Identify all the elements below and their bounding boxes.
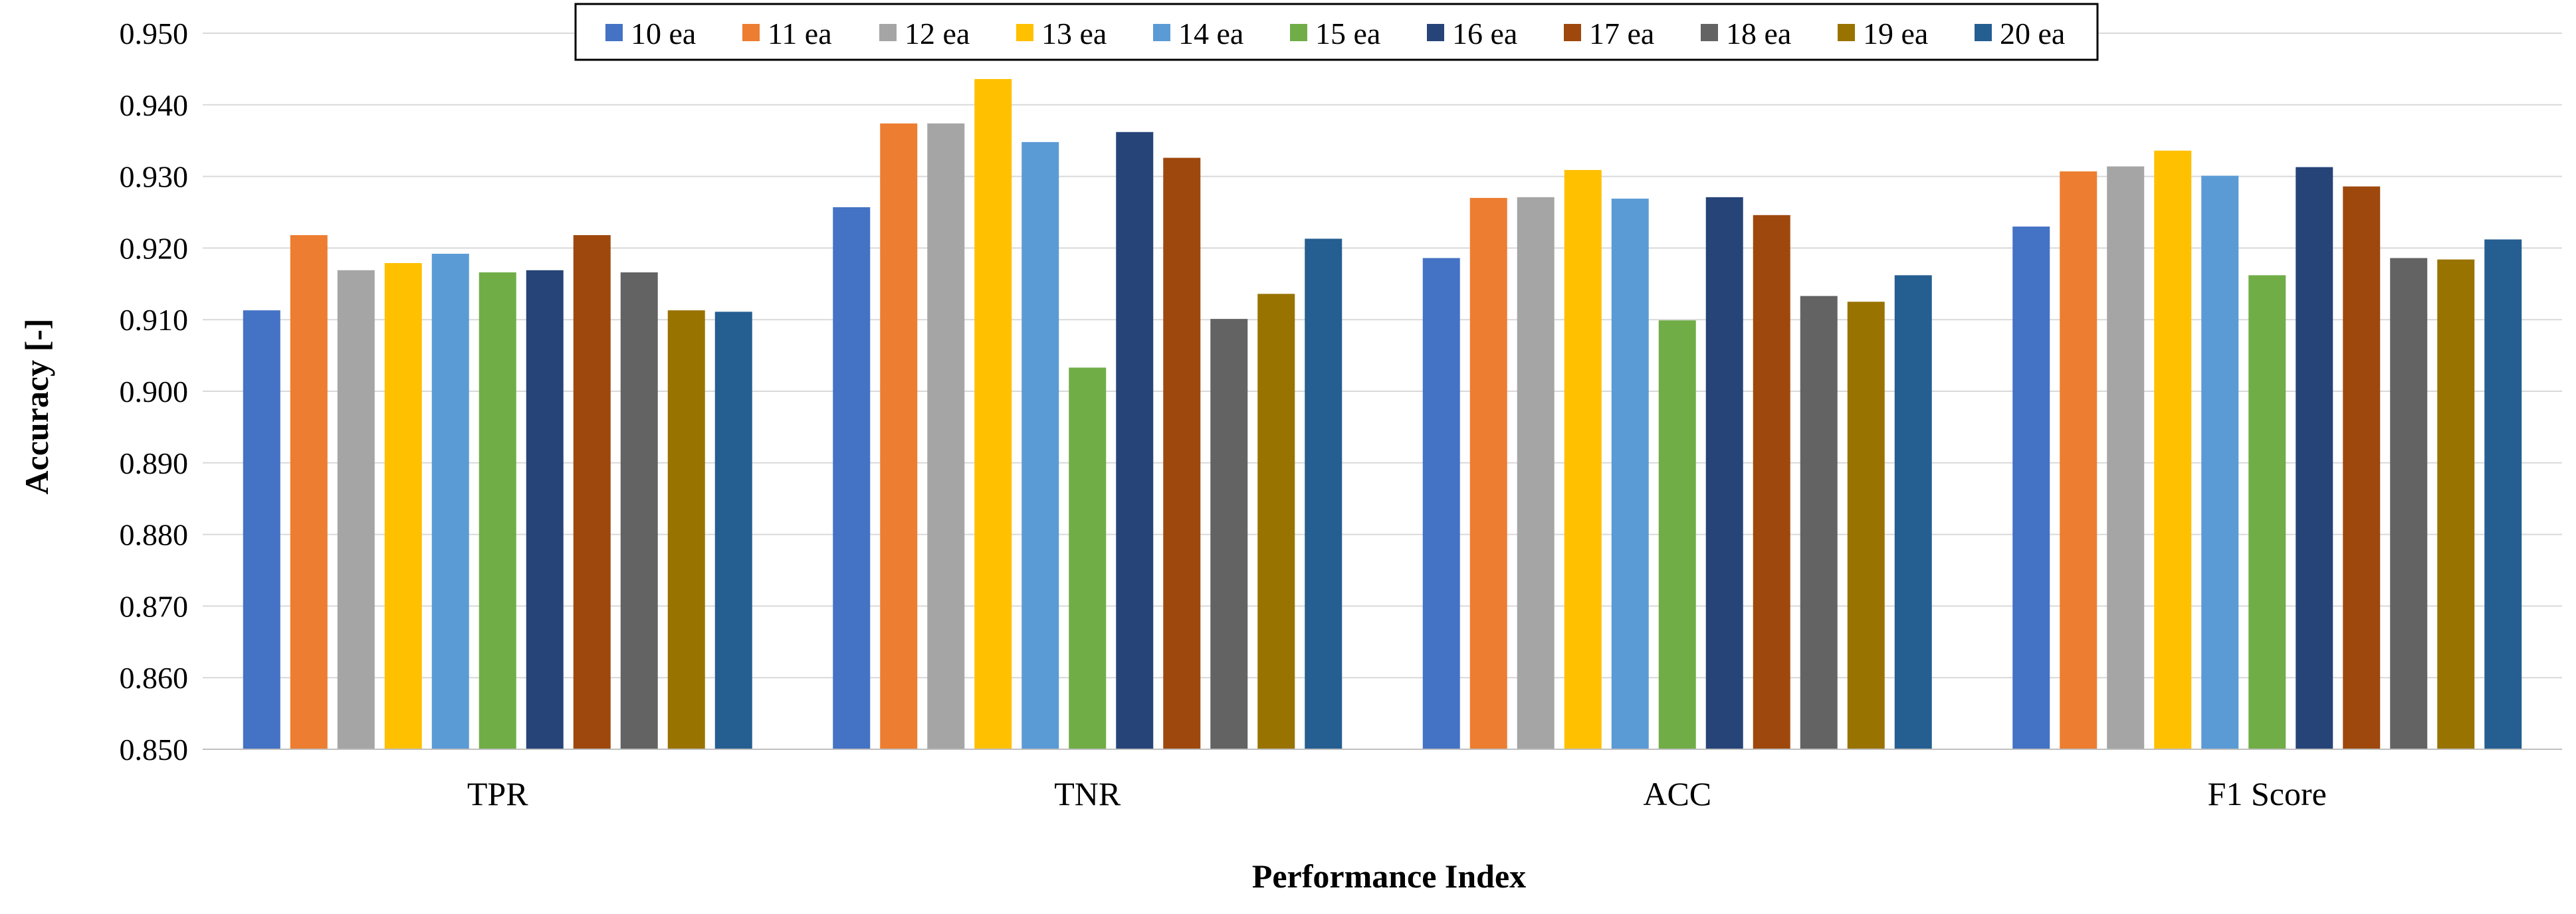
y-tick-label: 0.860 <box>120 661 189 695</box>
legend-label: 17 ea <box>1589 17 1654 50</box>
legend-label: 19 ea <box>1863 17 1928 50</box>
bar <box>384 263 422 750</box>
bar <box>2343 186 2381 749</box>
bar <box>833 207 871 750</box>
legend-swatch <box>1290 24 1307 41</box>
bar <box>2107 166 2145 749</box>
legend-swatch <box>605 24 623 41</box>
bar <box>1611 199 1649 749</box>
y-tick-label: 0.950 <box>120 17 189 50</box>
bar <box>243 310 280 749</box>
bar <box>1116 132 1154 750</box>
bar <box>479 272 516 749</box>
bar <box>1658 320 1696 749</box>
axes: 0.850 0.860 0.870 0.880 0.890 0.900 0.910 0.920… <box>120 17 2562 812</box>
y-tick-label: 0.850 <box>120 733 189 767</box>
bar <box>2484 239 2522 749</box>
bar <box>667 310 705 749</box>
bar <box>1305 238 1342 749</box>
bar <box>1469 197 1507 749</box>
x-axis-title: Performance Index <box>1252 858 1526 895</box>
x-tick-label: TPR <box>467 775 528 812</box>
bar <box>2390 258 2428 749</box>
legend-swatch <box>1427 24 1444 41</box>
bar <box>1163 157 1201 749</box>
x-tick-label: F1 Score <box>2208 775 2327 812</box>
legend-label: 15 ea <box>1315 17 1380 50</box>
bar <box>1021 141 1059 749</box>
bar <box>1847 302 1885 749</box>
y-tick-label: 0.870 <box>120 589 189 623</box>
bar <box>337 270 375 749</box>
bar <box>620 272 658 749</box>
bar <box>290 234 328 750</box>
bar <box>1422 258 1460 749</box>
legend-swatch <box>1564 24 1581 41</box>
y-tick-label: 0.890 <box>120 446 189 480</box>
y-tick-label: 0.880 <box>120 518 189 552</box>
x-tick-label: ACC <box>1643 775 1711 812</box>
bar <box>1894 275 1932 749</box>
legend: 10 ea 11 ea 12 ea 13 ea 14 ea 15 ea 16 ea 17 ea… <box>574 3 2099 61</box>
bar <box>714 312 752 749</box>
legend-swatch <box>1153 24 1170 41</box>
bar <box>2201 175 2239 750</box>
legend-label: 16 ea <box>1452 17 1517 50</box>
bar <box>2012 227 2050 749</box>
y-tick-label: 0.910 <box>120 303 189 337</box>
bar <box>2154 150 2192 750</box>
bar <box>880 123 918 749</box>
legend-label: 10 ea <box>631 17 696 50</box>
bar <box>2060 171 2097 750</box>
legend-swatch <box>1016 24 1033 41</box>
bar <box>2296 167 2333 749</box>
y-tick-label: 0.920 <box>120 231 189 265</box>
bar <box>1210 319 1248 749</box>
bars <box>243 78 2522 750</box>
bar <box>2437 259 2475 749</box>
y-axis-title: Accuracy [-] <box>18 318 55 494</box>
y-tick-label: 0.900 <box>120 375 189 409</box>
bar <box>2248 275 2286 749</box>
bar <box>1800 296 1838 750</box>
bar <box>927 123 965 749</box>
bar <box>1257 294 1295 750</box>
y-tick-label: 0.940 <box>120 88 189 122</box>
x-tick-label: TNR <box>1054 775 1121 812</box>
legend-swatch <box>879 24 897 41</box>
bar <box>431 254 469 749</box>
bar <box>526 270 564 749</box>
bar <box>1564 169 1602 749</box>
legend-label: 18 ea <box>1726 17 1791 50</box>
bar <box>1753 215 1790 749</box>
legend-swatch <box>742 24 760 41</box>
legend-swatch <box>1975 24 1992 41</box>
legend-label: 14 ea <box>1178 17 1243 50</box>
bar <box>1705 197 1743 749</box>
legend-label: 20 ea <box>2000 17 2065 50</box>
bar <box>974 78 1012 749</box>
bar <box>573 234 611 750</box>
legend-label: 12 ea <box>905 17 970 50</box>
legend-label: 13 ea <box>1041 17 1107 50</box>
legend-label: 11 ea <box>768 17 832 50</box>
bar <box>1069 367 1107 749</box>
bar <box>1517 197 1555 749</box>
y-tick-label: 0.930 <box>120 160 189 194</box>
legend-swatch <box>1701 24 1718 41</box>
legend-swatch <box>1838 24 1855 41</box>
